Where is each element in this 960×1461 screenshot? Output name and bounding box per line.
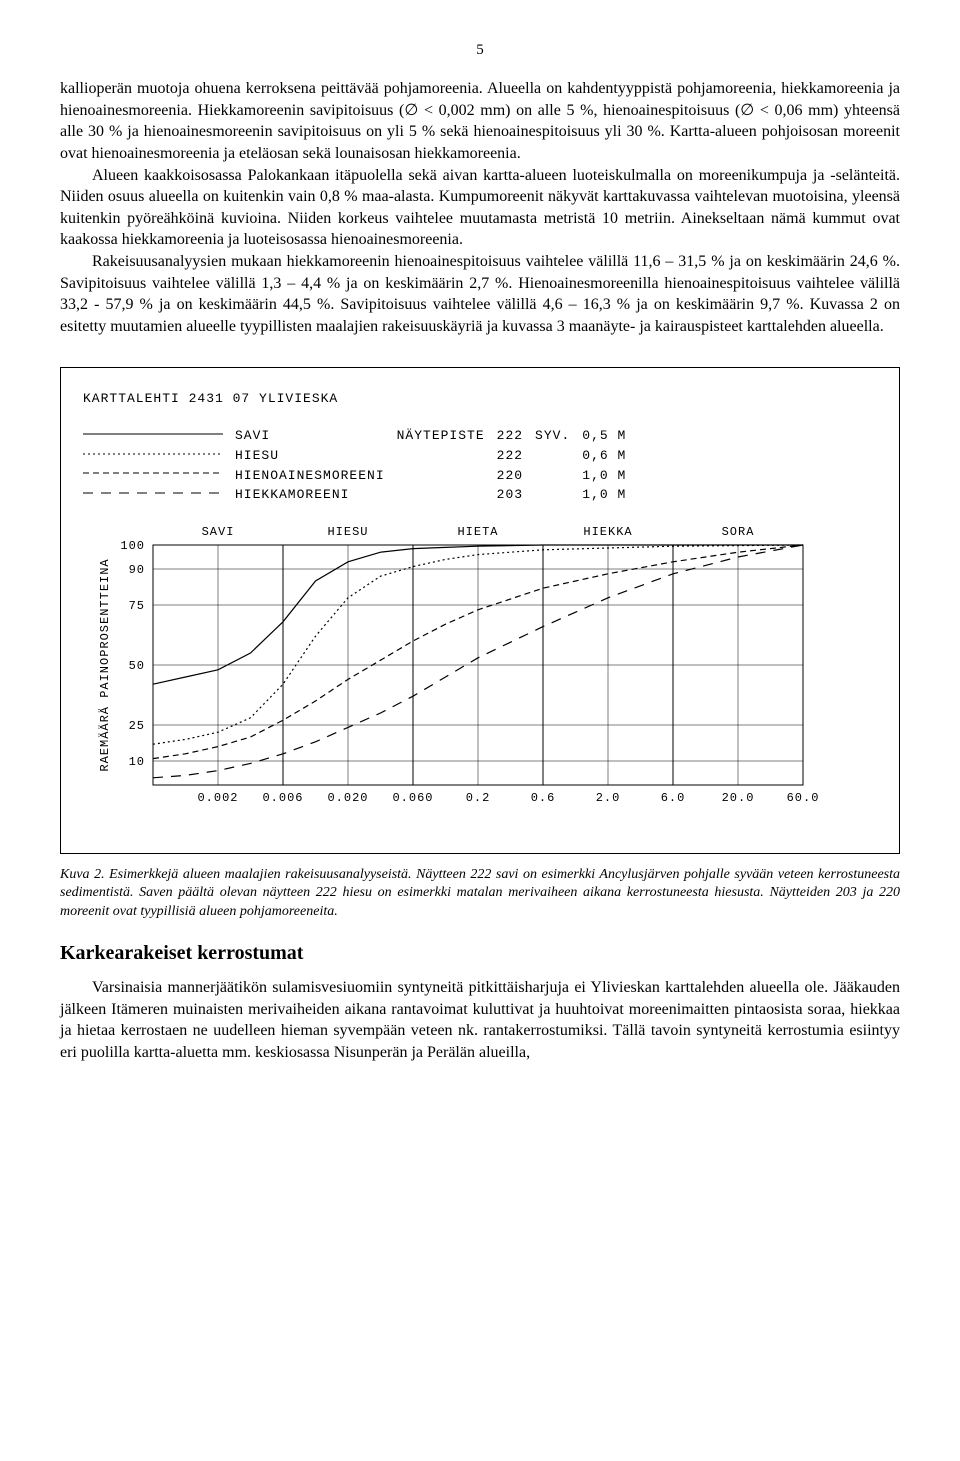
svg-text:100: 100 xyxy=(120,539,145,553)
svg-text:50: 50 xyxy=(129,659,145,673)
svg-text:25: 25 xyxy=(129,719,145,733)
legend-row: SAVI NÄYTEPISTE 222 SYV. 0,5 M xyxy=(83,426,638,446)
svg-text:6.0: 6.0 xyxy=(661,791,686,805)
svg-text:0.002: 0.002 xyxy=(197,791,238,805)
section-paragraph: Varsinaisia mannerjäätikön sulamisvesiuo… xyxy=(60,977,900,1063)
legend-row: HIEKKAMOREENI 203 1,0 M xyxy=(83,485,638,505)
legend-sample: 220 xyxy=(497,465,535,485)
legend-sample: 222 xyxy=(497,446,535,466)
legend-depth: 0,5 M xyxy=(582,426,638,446)
page-number: 5 xyxy=(60,40,900,60)
legend-row: HIESU 222 0,6 M xyxy=(83,446,638,466)
chart-plot: SAVI HIESU HIETA HIEKKA SORA 10 25 50 75 90 100 RAE… xyxy=(83,505,873,825)
paragraph-1: kallioperän muotoja ohuena kerroksena pe… xyxy=(60,78,900,164)
svg-text:90: 90 xyxy=(129,563,145,577)
svg-text:0.020: 0.020 xyxy=(327,791,368,805)
legend-sample: 222 xyxy=(497,426,535,446)
paragraph-3: Rakeisuusanalyysien mukaan hiekkamoreeni… xyxy=(60,251,900,337)
svg-text:HIETA: HIETA xyxy=(457,525,498,539)
legend-depth-header: SYV. xyxy=(535,426,582,446)
svg-text:20.0: 20.0 xyxy=(722,791,755,805)
grain-size-chart: KARTTALEHTI 2431 07 YLIVIESKA SAVI NÄYTE… xyxy=(60,367,900,853)
svg-text:HIESU: HIESU xyxy=(327,525,368,539)
legend-depth: 1,0 M xyxy=(582,485,638,505)
svg-text:0.2: 0.2 xyxy=(466,791,491,805)
svg-text:60.0: 60.0 xyxy=(787,791,820,805)
figure-caption: Kuva 2. Esimerkkejä alueen maalajien rak… xyxy=(60,866,900,923)
svg-text:SORA: SORA xyxy=(722,525,755,539)
svg-text:75: 75 xyxy=(129,599,145,613)
legend-name: HIEKKAMOREENI xyxy=(235,485,397,505)
svg-text:HIEKKA: HIEKKA xyxy=(583,525,632,539)
body-text: kallioperän muotoja ohuena kerroksena pe… xyxy=(60,78,900,337)
legend-depth: 0,6 M xyxy=(582,446,638,466)
svg-text:0.006: 0.006 xyxy=(262,791,303,805)
legend-name: HIENOAINESMOREENI xyxy=(235,465,397,485)
legend-sample: 203 xyxy=(497,485,535,505)
legend-line-icon xyxy=(83,466,223,484)
svg-text:SAVI: SAVI xyxy=(202,525,235,539)
svg-text:RAEMÄÄRÄ PAINOPROSENTTEINA: RAEMÄÄRÄ PAINOPROSENTTEINA xyxy=(98,558,112,771)
svg-text:10: 10 xyxy=(129,755,145,769)
paragraph-2: Alueen kaakkoisosassa Palokankaan itäpuo… xyxy=(60,165,900,251)
chart-title: KARTTALEHTI 2431 07 YLIVIESKA xyxy=(83,390,877,408)
section-heading: Karkearakeiset kerrostumat xyxy=(60,940,900,967)
legend-depth: 1,0 M xyxy=(582,465,638,485)
legend-line-icon xyxy=(83,447,223,465)
legend-line-icon xyxy=(83,486,223,504)
svg-text:0.6: 0.6 xyxy=(531,791,556,805)
section-body: Varsinaisia mannerjäätikön sulamisvesiuo… xyxy=(60,977,900,1063)
svg-text:0.060: 0.060 xyxy=(392,791,433,805)
legend-row: HIENOAINESMOREENI 220 1,0 M xyxy=(83,465,638,485)
legend-sample-header: NÄYTEPISTE xyxy=(397,426,497,446)
legend-name: HIESU xyxy=(235,446,397,466)
chart-legend: SAVI NÄYTEPISTE 222 SYV. 0,5 M HIESU 222… xyxy=(83,426,638,505)
legend-line-icon xyxy=(83,427,223,445)
svg-text:2.0: 2.0 xyxy=(596,791,621,805)
legend-name: SAVI xyxy=(235,426,397,446)
